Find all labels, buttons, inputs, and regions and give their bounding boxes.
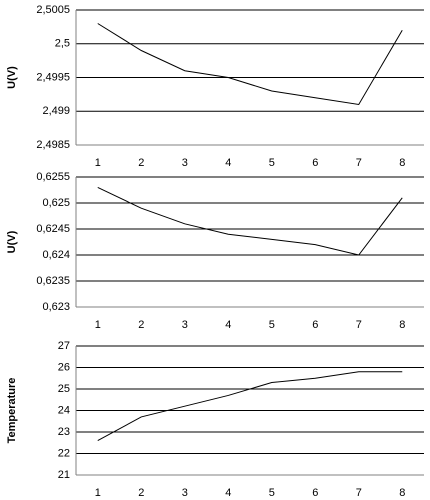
y-tick-label: 2,5 — [55, 38, 70, 50]
x-tick-label: 4 — [225, 487, 231, 499]
x-tick-label: 1 — [95, 319, 101, 331]
y-tick-label: 0,6255 — [36, 171, 70, 183]
y-tick-label: 2,4995 — [36, 71, 70, 83]
y-tick-label: 2,5005 — [36, 4, 70, 16]
x-tick-label: 7 — [356, 487, 362, 499]
x-tick-label: 8 — [399, 157, 405, 169]
x-tick-label: 1 — [95, 487, 101, 499]
x-tick-label: 4 — [225, 319, 231, 331]
x-tick-label: 3 — [182, 487, 188, 499]
y-tick-label: 0,625 — [42, 197, 70, 209]
y-tick-label: 0,6245 — [36, 223, 70, 235]
x-tick-label: 3 — [182, 319, 188, 331]
y-axis-label: U(V) — [6, 230, 18, 253]
x-tick-label: 6 — [312, 319, 318, 331]
x-tick-label: 2 — [138, 157, 144, 169]
y-tick-label: 23 — [58, 426, 70, 438]
x-tick-label: 6 — [312, 487, 318, 499]
line — [97, 371, 403, 442]
x-tick-label: 4 — [225, 157, 231, 169]
x-tick-label: 1 — [95, 157, 101, 169]
y-tick-label: 0,624 — [42, 249, 70, 261]
x-tick-label: 3 — [182, 157, 188, 169]
x-tick-label: 8 — [399, 487, 405, 499]
y-tick-label: 2,4985 — [36, 139, 70, 151]
x-tick-label: 2 — [138, 319, 144, 331]
x-tick-label: 7 — [356, 319, 362, 331]
x-tick-label: 8 — [399, 319, 405, 331]
x-tick-label: 5 — [269, 157, 275, 169]
line — [97, 23, 403, 106]
y-tick-label: 21 — [58, 469, 70, 481]
x-tick-label: 2 — [138, 487, 144, 499]
y-tick-label: 26 — [58, 361, 70, 373]
line — [97, 186, 403, 256]
x-tick-label: 7 — [356, 157, 362, 169]
y-tick-label: 0,6235 — [36, 275, 70, 287]
y-tick-label: 22 — [58, 447, 70, 459]
y-tick-label: 2,499 — [42, 105, 70, 117]
x-tick-label: 6 — [312, 157, 318, 169]
y-axis-label: Temperature — [6, 378, 18, 444]
y-axis-label: U(V) — [6, 66, 18, 89]
y-tick-label: 0,623 — [42, 301, 70, 313]
y-tick-label: 27 — [58, 340, 70, 352]
x-tick-label: 5 — [269, 319, 275, 331]
y-tick-label: 24 — [58, 404, 70, 416]
y-tick-label: 25 — [58, 383, 70, 395]
x-tick-label: 5 — [269, 487, 275, 499]
